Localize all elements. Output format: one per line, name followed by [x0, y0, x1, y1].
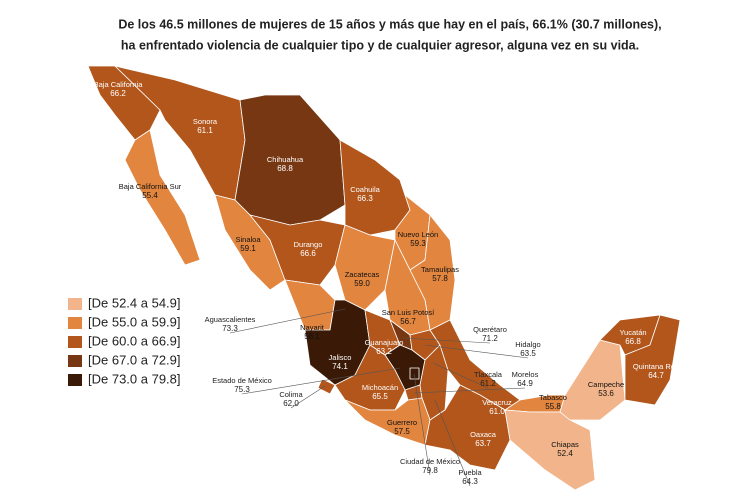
- state-name: Baja California Sur: [119, 182, 182, 191]
- state-value: 55.4: [142, 191, 158, 200]
- state-name: Coahuila: [350, 185, 380, 194]
- state-name: San Luis Potosí: [382, 308, 435, 317]
- state-value: 61.1: [197, 126, 213, 135]
- state-name: Quintana Roo: [633, 362, 679, 371]
- state: [409, 367, 420, 380]
- state-value: 65.5: [372, 392, 388, 401]
- state-value: 55.8: [545, 402, 561, 411]
- state-name: Colima: [279, 390, 303, 399]
- legend-label: [De 55.0 a 59.9]: [88, 314, 181, 329]
- legend-swatch: [68, 317, 82, 329]
- legend-label: [De 67.0 a 72.9]: [88, 352, 181, 367]
- state-value: 63.7: [475, 439, 491, 448]
- state-value: 59.1: [240, 244, 256, 253]
- state-name: Ciudad de México: [400, 457, 460, 466]
- state-value: 74.1: [332, 362, 348, 371]
- leader-line: [229, 308, 346, 334]
- state-name: Guerrero: [387, 418, 417, 427]
- state-value: 59.3: [410, 239, 426, 248]
- state-name: Querétaro: [473, 325, 507, 334]
- state-value: 52.4: [557, 449, 573, 458]
- state-name: Tabasco: [539, 393, 567, 402]
- state-value: 64.3: [462, 477, 478, 486]
- legend-swatch: [68, 336, 82, 348]
- state-value: 73.3: [222, 324, 238, 333]
- leader-line: [434, 399, 471, 487]
- state-name: Estado de México: [212, 376, 272, 385]
- state-value: 61.0: [489, 407, 505, 416]
- leader-line: [424, 344, 529, 359]
- legend-swatch: [68, 355, 82, 367]
- state: [624, 314, 681, 406]
- state-value: 66.2: [110, 89, 126, 98]
- legend-label: [De 52.4 a 54.9]: [88, 295, 181, 310]
- state-value: 58.1: [304, 332, 320, 341]
- state-value: 75.3: [234, 385, 250, 394]
- leader-line: [432, 362, 489, 389]
- state-name: Chihuahua: [267, 155, 304, 164]
- state-name: Veracruz: [482, 398, 512, 407]
- legend-swatch: [68, 374, 82, 386]
- legend-label: [De 60.0 a 66.9]: [88, 333, 181, 348]
- state-name: Durango: [294, 240, 323, 249]
- state-name: Baja California: [94, 80, 144, 89]
- state-name: Guanajuato: [365, 338, 404, 347]
- state: [124, 129, 201, 266]
- state: [317, 378, 336, 395]
- state: [334, 224, 396, 311]
- state-value: 59.0: [354, 279, 370, 288]
- state-name: Chiapas: [551, 440, 579, 449]
- title-line: De los 46.5 millones de mujeres de 15 añ…: [118, 17, 661, 31]
- state-name: Zacatecas: [345, 270, 380, 279]
- state-value: 64.9: [517, 379, 533, 388]
- state-name: Sonora: [193, 117, 218, 126]
- state-value: 64.7: [648, 371, 664, 380]
- state-name: Nuevo León: [398, 230, 438, 239]
- title-line: ha enfrentado violencia de cualquier tip…: [121, 38, 639, 52]
- state-name: Tamaulipas: [421, 265, 459, 274]
- state-value: 79.8: [422, 466, 438, 475]
- legend-swatch: [68, 298, 82, 310]
- leader-line: [413, 387, 526, 394]
- state-value: 62.0: [283, 399, 299, 408]
- state-name: Yucatán: [619, 328, 646, 337]
- state-name: Oaxaca: [470, 430, 497, 439]
- state-value: 66.3: [357, 194, 373, 203]
- state-name: Nayarit: [300, 323, 325, 332]
- state-value: 61.2: [480, 379, 496, 388]
- state-name: Sinaloa: [235, 235, 261, 244]
- state-name: Aguascalientes: [205, 315, 256, 324]
- state-value: 66.8: [625, 337, 641, 346]
- state-name: Morelos: [512, 370, 539, 379]
- state-name: Jalisco: [329, 353, 352, 362]
- state-value: 56.7: [400, 317, 416, 326]
- state-value: 57.8: [432, 274, 448, 283]
- state: [504, 409, 596, 491]
- state-value: 63.2: [376, 347, 392, 356]
- state-value: 53.6: [598, 389, 614, 398]
- state-value: 71.2: [482, 334, 498, 343]
- state-value: 63.5: [520, 349, 536, 358]
- leader-line: [290, 385, 326, 409]
- legend-label: [De 73.0 a 79.8]: [88, 371, 181, 386]
- state-value: 68.8: [277, 164, 293, 173]
- state-name: Tlaxcala: [474, 370, 503, 379]
- state-value: 66.6: [300, 249, 316, 258]
- leader-line: [241, 367, 401, 395]
- state: [344, 397, 431, 446]
- state-name: Michoacán: [362, 383, 398, 392]
- state-name: Hidalgo: [515, 340, 540, 349]
- state-name: Puebla: [458, 468, 482, 477]
- leader-line: [413, 373, 431, 476]
- state-name: Campeche: [588, 380, 624, 389]
- state-value: 57.5: [394, 427, 410, 436]
- leader-line: [402, 337, 491, 344]
- legend: [De 52.4 a 54.9] [De 55.0 a 59.9] [De 60.0…: [68, 295, 181, 386]
